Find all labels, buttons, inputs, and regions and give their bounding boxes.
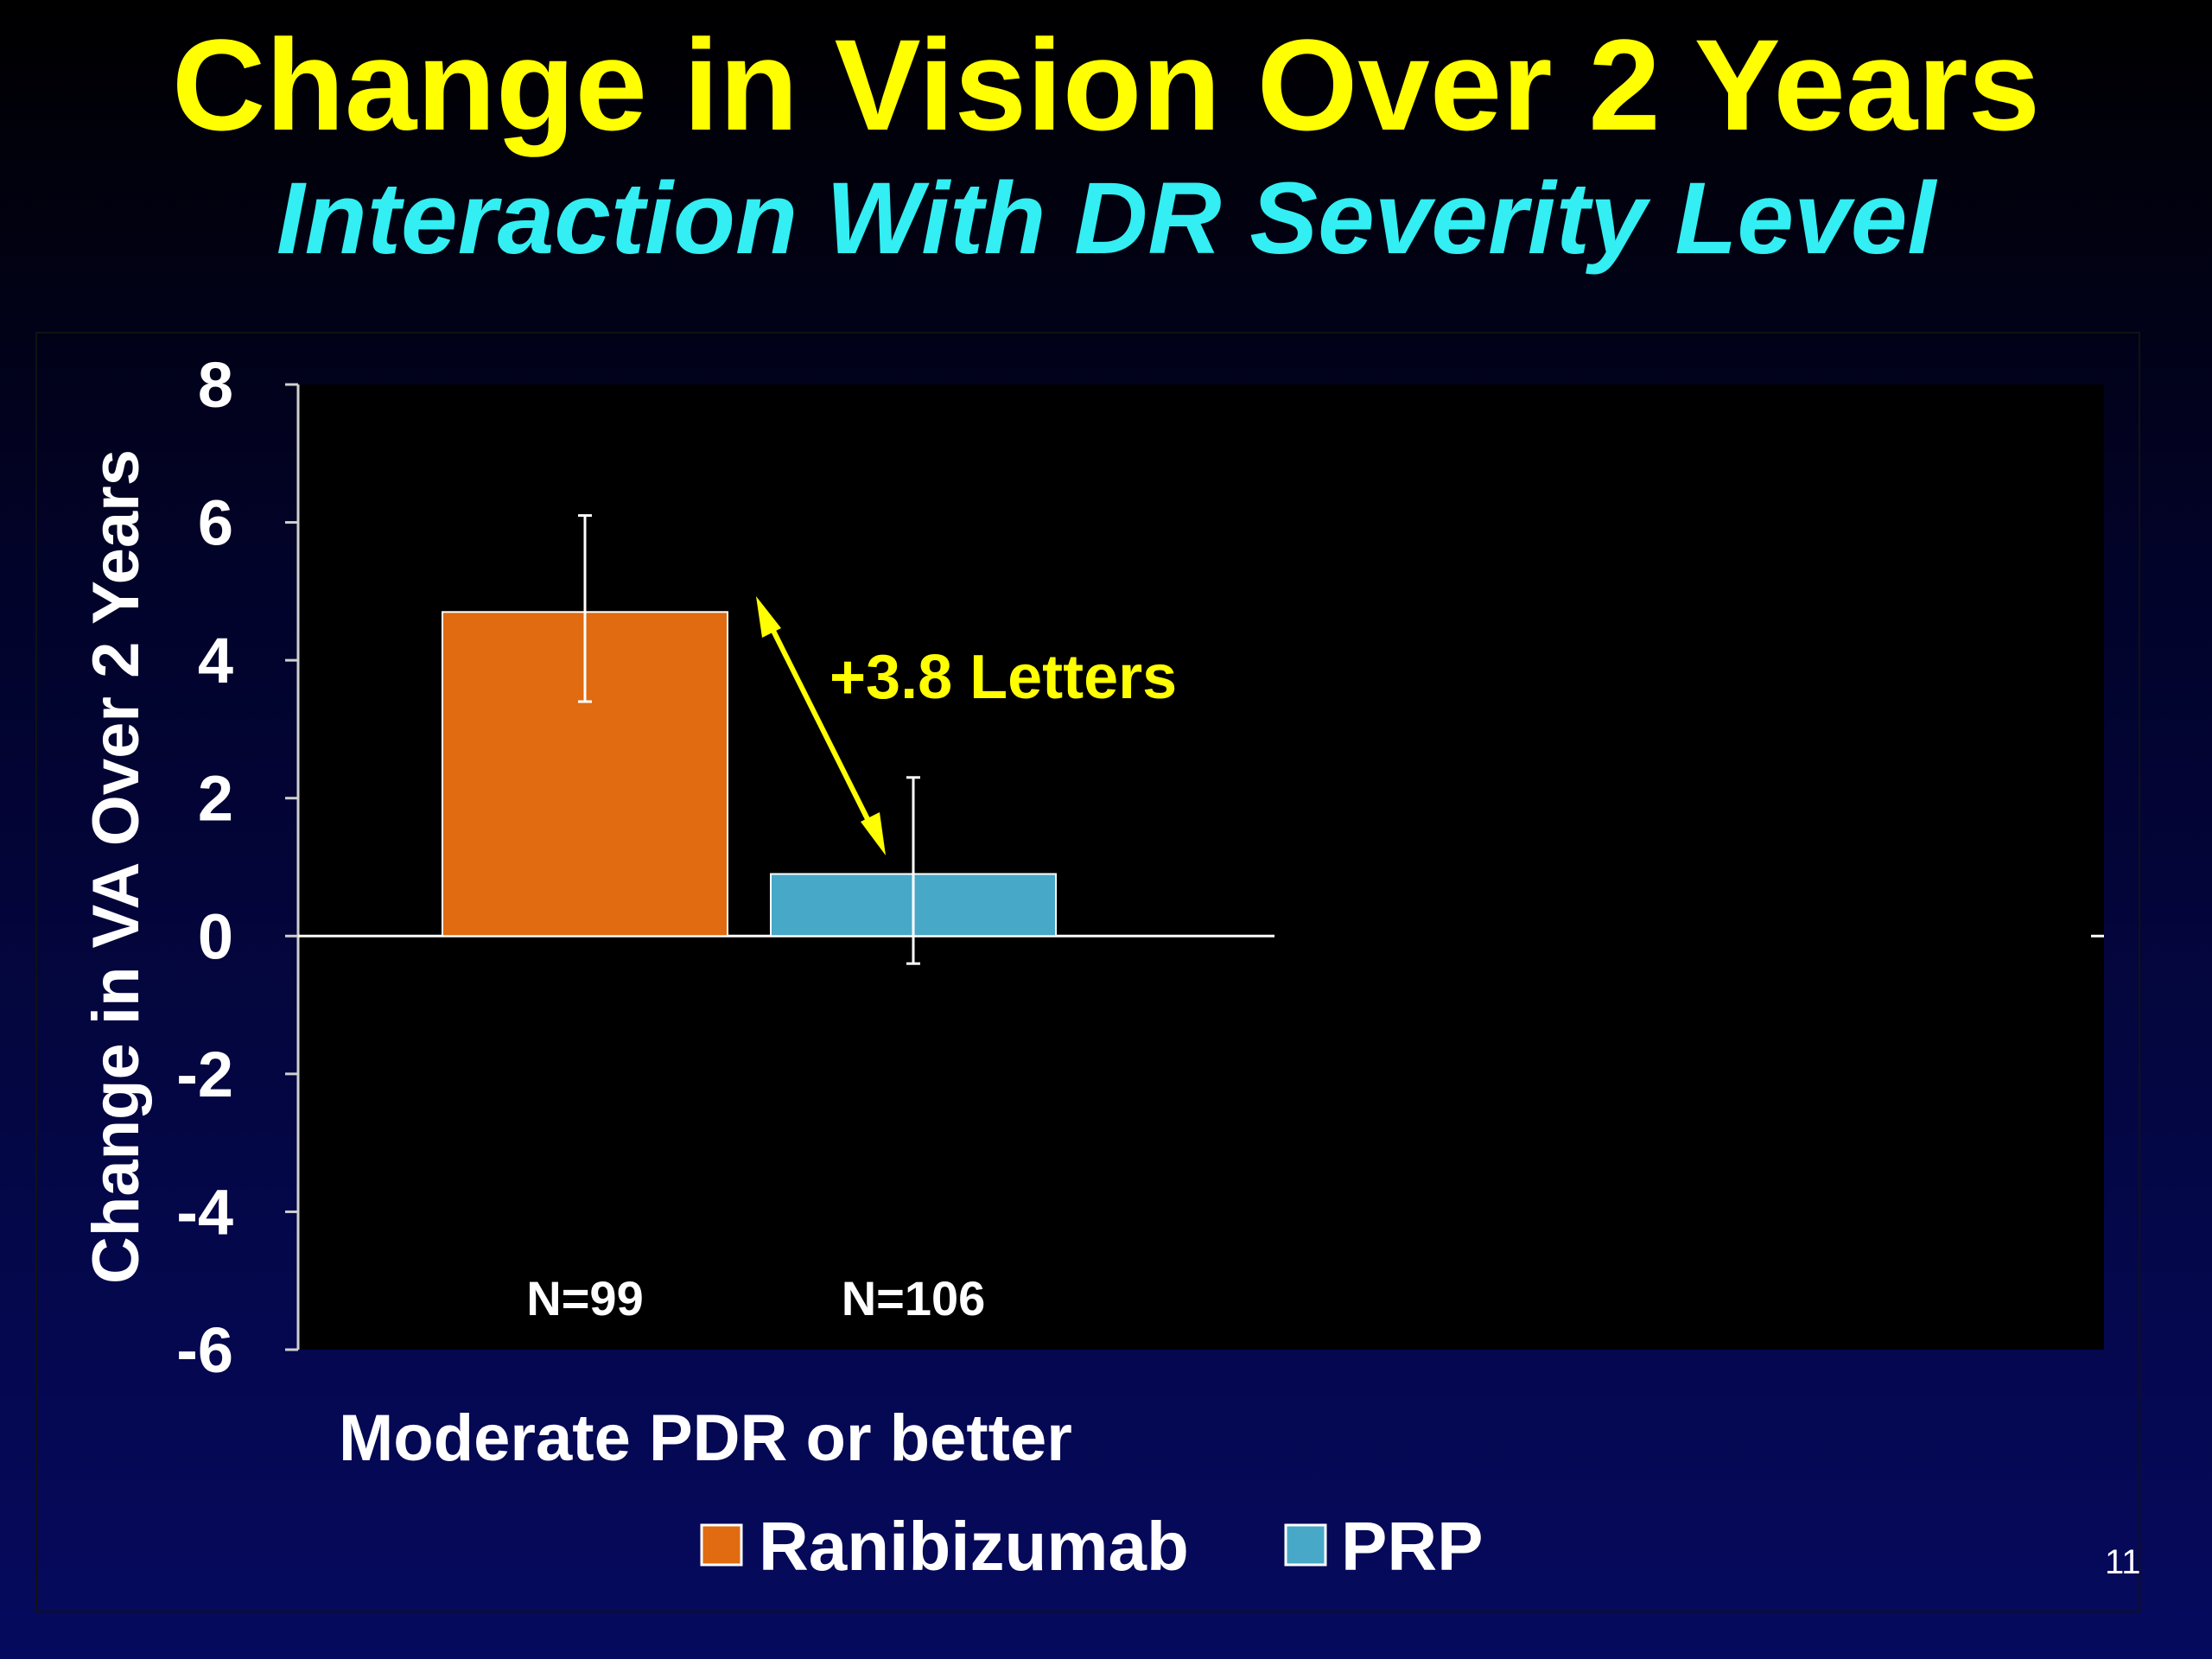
y-tick-label: 0 xyxy=(198,900,233,972)
legend: Ranibizumab PRP xyxy=(700,1508,1484,1585)
legend-swatch-ranibizumab xyxy=(700,1523,743,1567)
chart-frame xyxy=(35,332,2140,1612)
y-tick-label: 6 xyxy=(198,487,233,559)
y-tick-label: 4 xyxy=(198,625,233,696)
y-tick-label: -6 xyxy=(176,1314,233,1386)
y-tick-label: 8 xyxy=(198,349,233,421)
y-axis-ticks: 8 6 4 2 0 -2 -4 -6 xyxy=(176,349,298,1386)
legend-swatch-prp xyxy=(1284,1523,1327,1567)
category-label: Moderate PDR or better xyxy=(339,1402,1072,1475)
y-tick-label: -4 xyxy=(176,1176,233,1248)
y-axis-label: Change in VA Over 2 Years xyxy=(79,449,153,1284)
difference-arrow xyxy=(756,596,886,855)
difference-arrow-line xyxy=(766,620,875,831)
n-label-ranibizumab: N=99 xyxy=(526,1271,643,1325)
y-tick-label: -2 xyxy=(176,1039,233,1110)
slide-title: Change in Vision Over 2 Years xyxy=(171,12,2041,157)
slide-subtitle: Interaction With DR Severity Level xyxy=(276,162,1936,276)
error-bars-group xyxy=(578,514,920,965)
legend-label-ranibizumab: Ranibizumab xyxy=(759,1508,1189,1585)
difference-annotation: +3.8 Letters xyxy=(830,643,1177,712)
y-tick-label: 2 xyxy=(198,763,233,835)
n-label-prp: N=106 xyxy=(842,1271,986,1325)
n-labels-group: N=99 N=106 xyxy=(526,1271,985,1325)
bars-group xyxy=(442,611,1057,938)
arrowhead-up-icon xyxy=(756,596,781,638)
legend-label-prp: PRP xyxy=(1341,1508,1484,1585)
arrowhead-down-icon xyxy=(861,812,886,855)
slide-number: 11 xyxy=(2105,1543,2141,1581)
